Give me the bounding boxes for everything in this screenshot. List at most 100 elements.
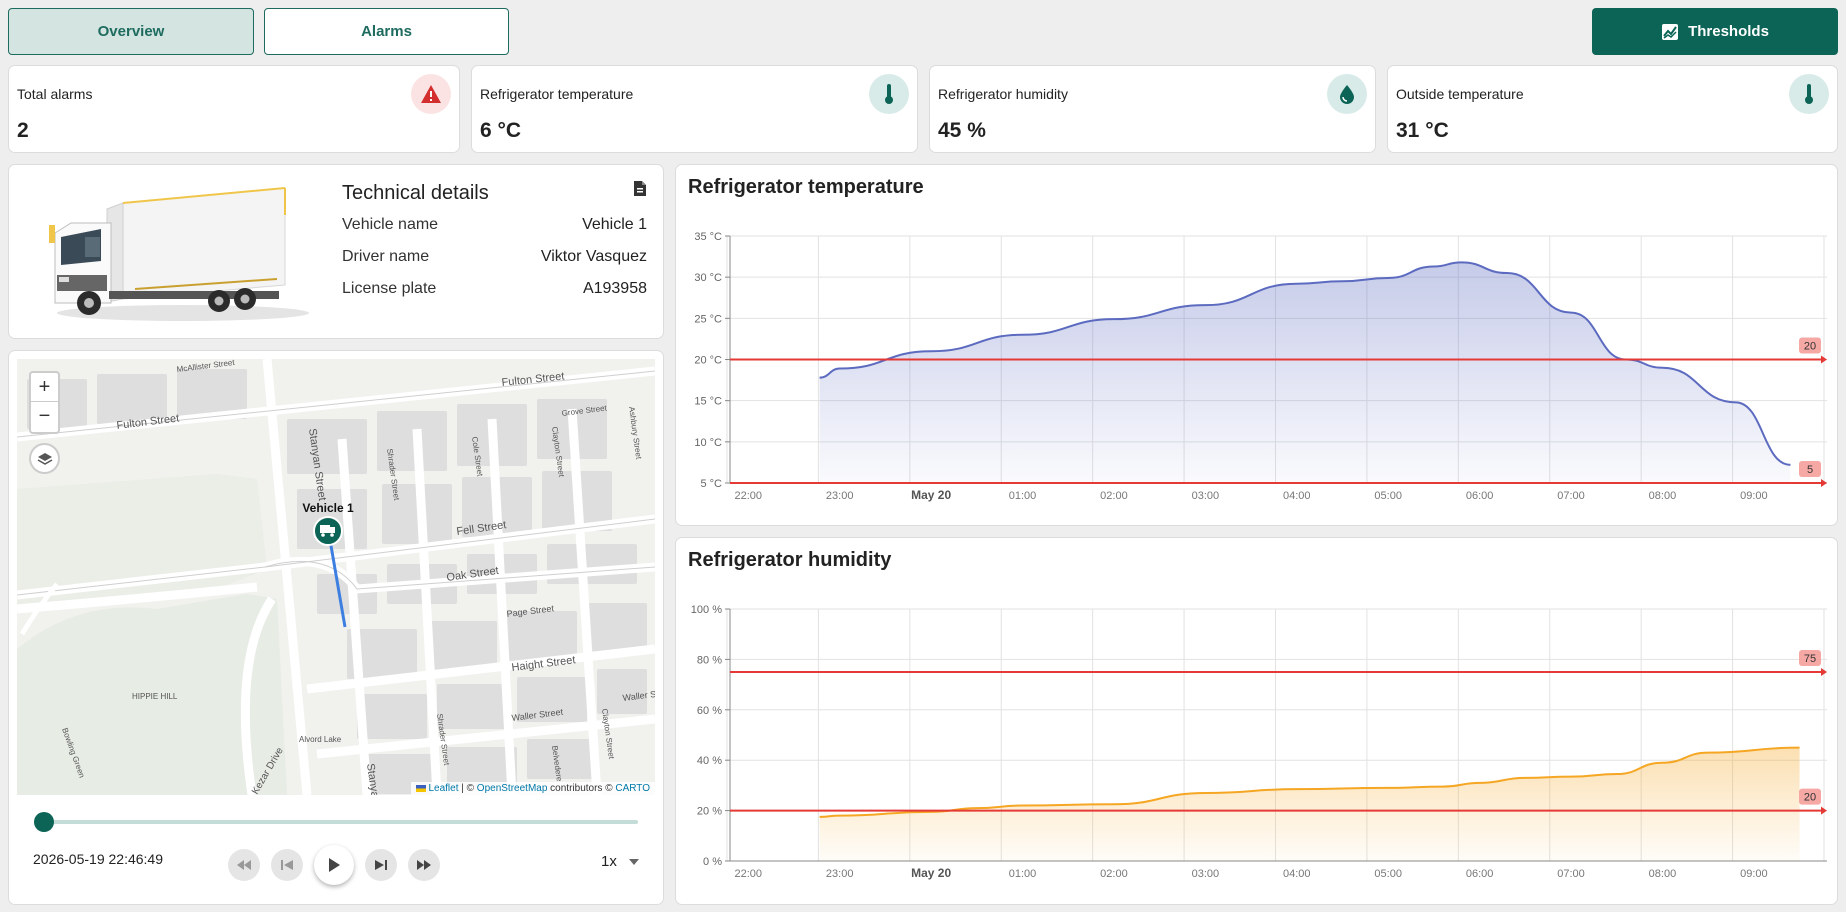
water-drop-icon [1327,74,1367,114]
x-tick-label: 06:00 [1466,490,1494,502]
kpi-value: 31 °C [1396,119,1449,142]
vehicle-name-label: Vehicle name [342,216,439,233]
x-tick-label: 04:00 [1283,490,1311,502]
map-card: Fulton Street Fulton Street Fell Street … [8,350,664,905]
y-tick-label: 20 °C [694,355,722,367]
thresholds-button[interactable]: Thresholds [1592,8,1838,55]
driver-name-label: Driver name [342,248,430,265]
x-tick-label: 05:00 [1374,490,1402,502]
threshold-arrow [1821,668,1827,676]
technical-details-title: Technical details [342,182,489,204]
route-line [327,533,347,628]
x-tick-label: 07:00 [1557,490,1585,502]
x-tick-label: 09:00 [1740,868,1768,880]
fast-forward-button[interactable] [408,849,440,881]
x-tick-label: 05:00 [1374,868,1402,880]
threshold-arrow [1821,806,1827,815]
x-tick-label: 23:00 [826,490,854,502]
chart-title: Refrigerator temperature [688,176,924,198]
kpi-value: 6 °C [480,119,522,142]
flag-icon [416,784,427,792]
y-tick-label: 15 °C [694,396,722,408]
humidity-chart-card: Refrigerator humidity 100 % 80 % 60 % 40 % 2… [675,537,1838,905]
threshold-arrow [1821,355,1827,364]
skip-previous-button[interactable] [271,849,303,881]
osm-link[interactable]: OpenStreetMap [476,783,548,794]
thermometer-icon [869,74,909,114]
kpi-value: 45 % [938,119,986,142]
rewind-button[interactable] [228,849,260,881]
license-plate-value: A193958 [582,280,647,297]
x-tick-label: 03:00 [1192,868,1220,880]
y-tick-label: 30 °C [694,272,722,284]
kpi-value: 2 [17,119,29,142]
truck-icon [320,525,335,537]
document-icon[interactable] [633,180,647,197]
kpi-label: Total alarms [17,86,93,102]
x-tick-label: 22:00 [735,490,763,502]
x-tick-label: May 20 [911,488,951,502]
map[interactable]: Fulton Street Fulton Street Fell Street … [17,359,655,795]
play-icon [329,858,340,872]
kpi-refrigerator-humidity: Refrigerator humidity 45 % [929,65,1376,153]
y-tick-label: 80 % [697,654,722,666]
humidity-chart: 100 % 80 % 60 % 40 % 20 % 0 % 22:00 23:00 May 20… [691,604,1827,880]
playback-speed-select[interactable]: 1x [601,853,639,870]
threshold-badge [1799,788,1821,805]
attribution-contrib: contributors © [547,783,616,794]
x-tick-label: 22:00 [735,868,763,880]
playback-speed-value: 1x [601,853,617,870]
y-tick-label: 5 °C [700,478,722,490]
vehicle-map-label: Vehicle 1 [302,501,354,515]
thermometer-icon [1789,74,1829,114]
chart-line-icon [1662,23,1679,40]
x-tick-label: 03:00 [1192,490,1220,502]
threshold-label: 20 [1804,341,1816,353]
thresholds-label: Thresholds [1688,23,1769,40]
x-tick-label: 01:00 [1009,868,1037,880]
skip-next-icon [375,860,387,870]
leaflet-link[interactable]: Leaflet [428,783,459,794]
series-line [819,261,1791,466]
x-tick-label: 02:00 [1100,490,1128,502]
play-button[interactable] [314,845,354,885]
kpi-label: Refrigerator temperature [480,86,634,102]
skip-next-button[interactable] [365,849,397,881]
zoom-control: + − [29,371,60,434]
fast-forward-icon [417,860,431,870]
y-tick-label: 0 % [703,856,722,868]
layers-icon [37,452,52,465]
playback-slider-track[interactable] [42,820,638,824]
playback-slider-handle[interactable] [34,812,54,832]
x-tick-label: 23:00 [826,868,854,880]
carto-link[interactable]: CARTO [615,783,650,794]
y-tick-label: 10 °C [694,437,722,449]
map-tiles: Fulton Street Fulton Street Fell Street … [17,359,655,795]
vehicle-name-row: Vehicle name Vehicle 1 [342,216,647,234]
kpi-label: Refrigerator humidity [938,86,1068,102]
zoom-in-button[interactable]: + [31,373,58,402]
street-label: Alvord Lake [299,735,342,744]
driver-name-value: Viktor Vasquez [540,248,647,265]
x-tick-label: 09:00 [1740,490,1768,502]
truck-image [49,187,309,321]
chart-title: Refrigerator humidity [688,549,892,571]
temperature-chart: 35 °C 30 °C 25 °C 20 °C 15 °C 10 °C 5 °C 22:00 2… [694,231,1827,502]
warning-icon [411,74,451,114]
y-tick-label: 35 °C [694,231,722,243]
threshold-badge [1799,461,1821,477]
street-label: Stanyan [364,763,382,795]
series-area [819,262,1791,483]
zoom-out-button[interactable]: − [38,405,51,427]
threshold-badge [1799,337,1821,354]
threshold-label: 20 [1804,792,1816,804]
threshold-label: 5 [1807,464,1813,476]
attribution-sep: | © [458,783,477,794]
y-tick-label: 25 °C [694,313,722,325]
area-label: HIPPIE HILL [132,692,178,701]
tab-alarms[interactable]: Alarms [264,8,509,55]
tab-overview[interactable]: Overview [8,8,254,55]
x-tick-label: 08:00 [1649,490,1677,502]
layers-button[interactable] [29,443,60,474]
x-tick-label: 02:00 [1100,868,1128,880]
